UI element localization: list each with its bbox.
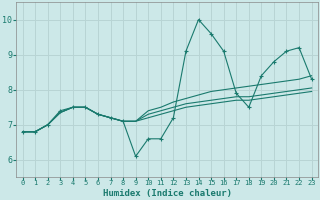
X-axis label: Humidex (Indice chaleur): Humidex (Indice chaleur) [103,189,232,198]
